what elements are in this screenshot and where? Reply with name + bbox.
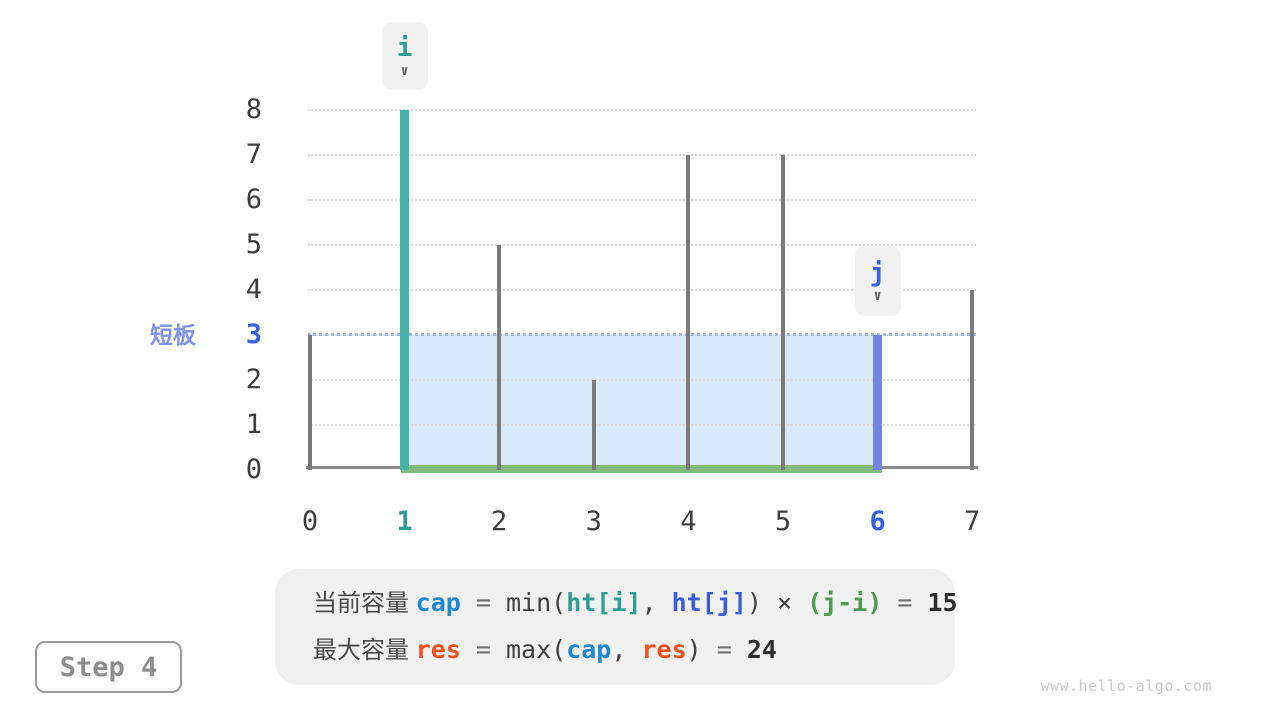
formula-current-capacity: 当前容量 cap = min(ht[i], ht[j]) × (j-i) = 1… [313,586,958,621]
site-watermark: www.hello-algo.com [1040,677,1212,695]
x-tick-label: 5 [774,506,792,537]
formula-max-capacity: 最大容量 res = max(cap, res) = 24 [313,633,955,668]
y-tick-label: 6 [245,184,262,215]
grid-line [308,289,977,291]
formula-token: (j-i) [807,588,883,618]
width-line [400,465,882,473]
x-tick-label: 7 [964,506,981,537]
short-board-label: 短板 [150,322,196,348]
formula-token: = [701,634,747,664]
pointer-j-label: j [869,257,886,288]
grid-line [308,424,977,426]
formula-token: cap [415,588,461,618]
formula-token: 最大容量 [313,636,416,664]
bar-5 [781,155,785,470]
x-tick-label: 3 [585,506,602,537]
arrow-down-icon: ∨ [873,287,882,304]
step-badge: Step 4 [35,641,182,693]
x-tick-label: 4 [680,506,697,537]
bar-7 [970,290,975,470]
y-tick-label: 2 [245,364,262,395]
y-tick-label: 1 [245,409,262,440]
formula-token: max( [505,634,567,664]
x-tick-label: 1 [396,506,413,537]
y-tick-label: 3 [245,319,262,350]
water-area [404,335,878,466]
formula-panel: 当前容量 cap = min(ht[i], ht[j]) × (j-i) = 1… [275,569,958,685]
arrow-down-icon: ∨ [400,62,409,79]
formula-token: ht[i] [566,588,642,618]
formula-token: 15 [927,588,958,618]
formula-token: ) [686,634,702,664]
bar-2 [497,245,502,470]
formula-token: = [460,634,506,664]
formula-token: res [641,634,687,664]
grid-line [308,379,977,381]
bar-3 [591,380,596,470]
y-tick-label: 5 [245,229,262,260]
formula-token: 24 [746,634,777,664]
bar-1 [400,110,410,470]
grid-line [308,244,977,246]
formula-token: = [460,588,506,618]
bar-4 [686,155,691,470]
formula-token: , [641,588,672,618]
y-tick-label: 7 [245,139,262,170]
grid-line [308,199,977,201]
formula-token: = [882,588,928,618]
y-tick-label: 8 [245,94,262,125]
formula-token: res [415,634,461,664]
x-tick-label: 2 [491,506,508,537]
formula-token: cap [566,634,612,664]
formula-token: , [611,634,642,664]
pointer-i-label: i [396,32,413,63]
shortboard-line [308,333,977,336]
formula-token: min( [505,588,567,618]
x-tick-label: 6 [869,506,886,537]
pointer-i: i ∨ [381,22,428,90]
formula-token: 当前容量 [313,590,416,618]
y-tick-label: 0 [245,454,262,485]
y-tick-label: 4 [245,274,262,305]
formula-token: ) × [746,588,808,618]
pointer-j: j ∨ [854,246,901,316]
grid-line [308,109,977,111]
formula-token: ht[j] [671,588,747,618]
grid-line [308,154,977,156]
x-tick-label: 0 [301,506,319,537]
bar-0 [308,335,312,470]
bar-6 [873,335,883,470]
